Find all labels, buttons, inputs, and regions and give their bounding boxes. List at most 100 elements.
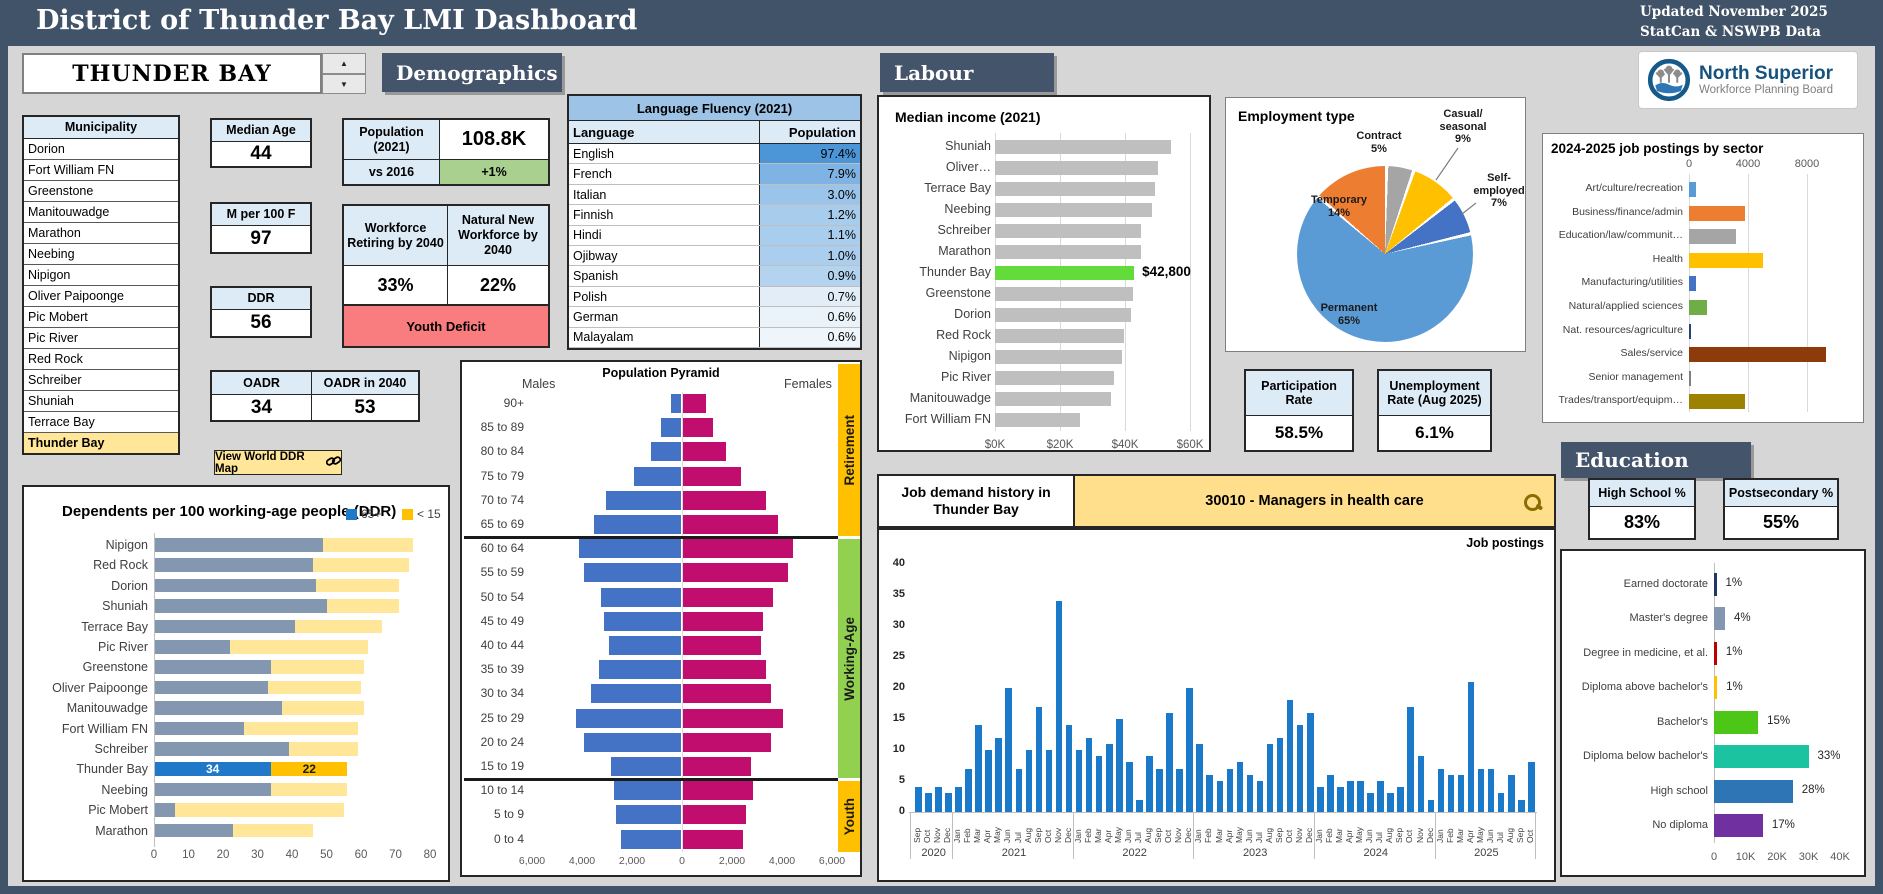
attain-pct-label: 17% — [1771, 818, 1795, 831]
participation-rate-card: Participation Rate 58.5% — [1244, 369, 1354, 452]
x-tick: 6,000 — [818, 855, 846, 867]
oadr-value: 34 — [212, 395, 312, 420]
income-row-label: Nipigon — [948, 349, 991, 363]
male-bar — [633, 466, 681, 486]
oadr-card: OADR OADR in 2040 34 53 — [210, 370, 420, 422]
income-bar — [995, 413, 1080, 427]
municipality-row[interactable]: Greenstone — [24, 181, 178, 202]
postsecondary-label: Postsecondary % — [1725, 480, 1837, 507]
demand-bar — [965, 768, 972, 812]
demand-bar — [995, 737, 1002, 812]
municipality-row[interactable]: Thunder Bay — [24, 432, 178, 453]
language-name: German — [569, 307, 760, 327]
female-bar — [683, 587, 773, 607]
band-label: Working-Age — [841, 616, 857, 701]
municipality-row[interactable]: Oliver Paipoonge — [24, 286, 178, 307]
median-income-title: Median income (2021) — [895, 109, 1041, 125]
view-world-ddr-map-button[interactable]: View World DDR Map — [214, 450, 342, 475]
municipality-table: Municipality Dorion Fort William FN Greens… — [22, 115, 180, 455]
logo: North Superior Workforce Planning Board — [1639, 52, 1857, 108]
region-selector[interactable]: THUNDER BAY — [22, 53, 322, 94]
male-bar — [593, 515, 681, 534]
attain-row-label: Degree in medicine, et al. — [1583, 646, 1708, 659]
ddr-chart-panel: Dependents per 100 working-age people (D… — [22, 485, 450, 882]
search-icon[interactable] — [1524, 494, 1541, 511]
attain-row-label: Bachelor's — [1656, 715, 1708, 728]
ddr-bar-u15 — [271, 660, 365, 674]
sector-row-label: Art/culture/recreation — [1585, 182, 1683, 194]
income-row-label: Shuniah — [945, 139, 991, 153]
occupation-search-input[interactable]: 30010 - Managers in health care — [1075, 474, 1556, 528]
oadr-2040-value: 53 — [354, 396, 376, 418]
municipality-row[interactable]: Schreiber — [24, 370, 178, 391]
y-tick: 5 — [898, 774, 905, 786]
age-label: 85 to 89 — [480, 420, 524, 435]
ddr-row-label: Neebing — [101, 782, 148, 797]
male-bar — [591, 684, 681, 704]
ddr-bar-65 — [154, 680, 268, 695]
median-age-value: 44 — [212, 142, 310, 166]
municipality-row[interactable]: Shuniah — [24, 391, 178, 412]
demand-bar — [1387, 793, 1394, 812]
section-education: Education — [1561, 442, 1751, 478]
region-spin-down[interactable]: ▼ — [322, 74, 366, 94]
municipality-row[interactable]: Nipigon — [24, 265, 178, 286]
age-label: 5 to 9 — [493, 807, 524, 822]
municipality-row[interactable]: Red Rock — [24, 349, 178, 370]
x-tick: $60K — [1176, 439, 1204, 451]
year-label: 2025 — [1474, 847, 1499, 859]
demand-bar — [1357, 781, 1364, 812]
municipality-row[interactable]: Terrace Bay — [24, 412, 178, 433]
language-value: 0.6% — [760, 327, 860, 348]
year-separator — [1434, 812, 1436, 859]
ddr-row-label: Greenstone — [82, 660, 148, 675]
municipality-row[interactable]: Marathon — [24, 223, 178, 244]
female-bar — [683, 684, 771, 704]
attain-bar — [1714, 676, 1718, 700]
job-demand-title: Job demand history in Thunder Bay — [877, 474, 1075, 528]
municipality-row[interactable]: Fort William FN — [24, 160, 178, 181]
attain-row-label: Diploma above bachelor's — [1581, 681, 1708, 694]
age-label: 80 to 84 — [480, 444, 524, 459]
attain-pct-label: 1% — [1725, 577, 1743, 590]
legend-swatch-u15 — [402, 508, 413, 520]
demand-bar — [915, 787, 922, 812]
slice-label-permanent: Permanent 65% — [1320, 302, 1378, 327]
ddr-row-label: Oliver Paipoonge — [52, 680, 148, 695]
ddr-value: 56 — [212, 310, 310, 336]
ddr-bar-u15 — [233, 823, 313, 838]
year-label: 2020 — [921, 847, 946, 859]
population-vs-value: +1% — [440, 160, 548, 184]
section-demographics: Demographics — [382, 53, 562, 92]
language-row: Italian 3.0% — [569, 184, 860, 206]
slice-label-casual: Casual/seasonal 9% — [1439, 108, 1487, 146]
slice-label-self-employed: Self-employed 7% — [1473, 172, 1525, 210]
municipality-row[interactable]: Pic River — [24, 328, 178, 349]
ddr-bar-u15 — [267, 680, 361, 695]
demand-bar — [1427, 799, 1435, 812]
ddr-plot: Nipigon Red Rock Dorion Shuniah Terrace Bay P… — [24, 487, 448, 880]
region-spin-up[interactable]: ▲ — [322, 53, 366, 74]
ddr-bar-65: 34 — [154, 762, 272, 776]
age-label: 75 to 79 — [480, 468, 524, 483]
attain-pct-label: 1% — [1726, 680, 1743, 693]
demand-bar — [1518, 799, 1525, 812]
attain-pct-label: 28% — [1801, 784, 1825, 797]
attain-bar — [1714, 710, 1759, 734]
ddr-bar-u15 — [281, 701, 365, 715]
ddr-bar-u15 — [316, 578, 399, 593]
attain-bar — [1714, 607, 1726, 631]
municipality-row[interactable]: Manitouwadge — [24, 202, 178, 223]
language-value: 1.2% — [760, 205, 860, 225]
language-value: 0.7% — [760, 286, 860, 307]
income-row-label: Fort William FN — [904, 412, 991, 426]
municipality-row[interactable]: Neebing — [24, 244, 178, 265]
ddr-row-label: Pic River — [97, 640, 148, 654]
female-bar — [683, 829, 743, 849]
x-tick: 60 — [354, 849, 368, 861]
age-label: 90+ — [503, 396, 524, 410]
data-source: StatCan & NSWPB Data — [1640, 24, 1821, 40]
pyramid-band: Working-Age — [838, 539, 860, 779]
municipality-row[interactable]: Pic Mobert — [24, 307, 178, 328]
municipality-row[interactable]: Dorion — [24, 139, 178, 160]
